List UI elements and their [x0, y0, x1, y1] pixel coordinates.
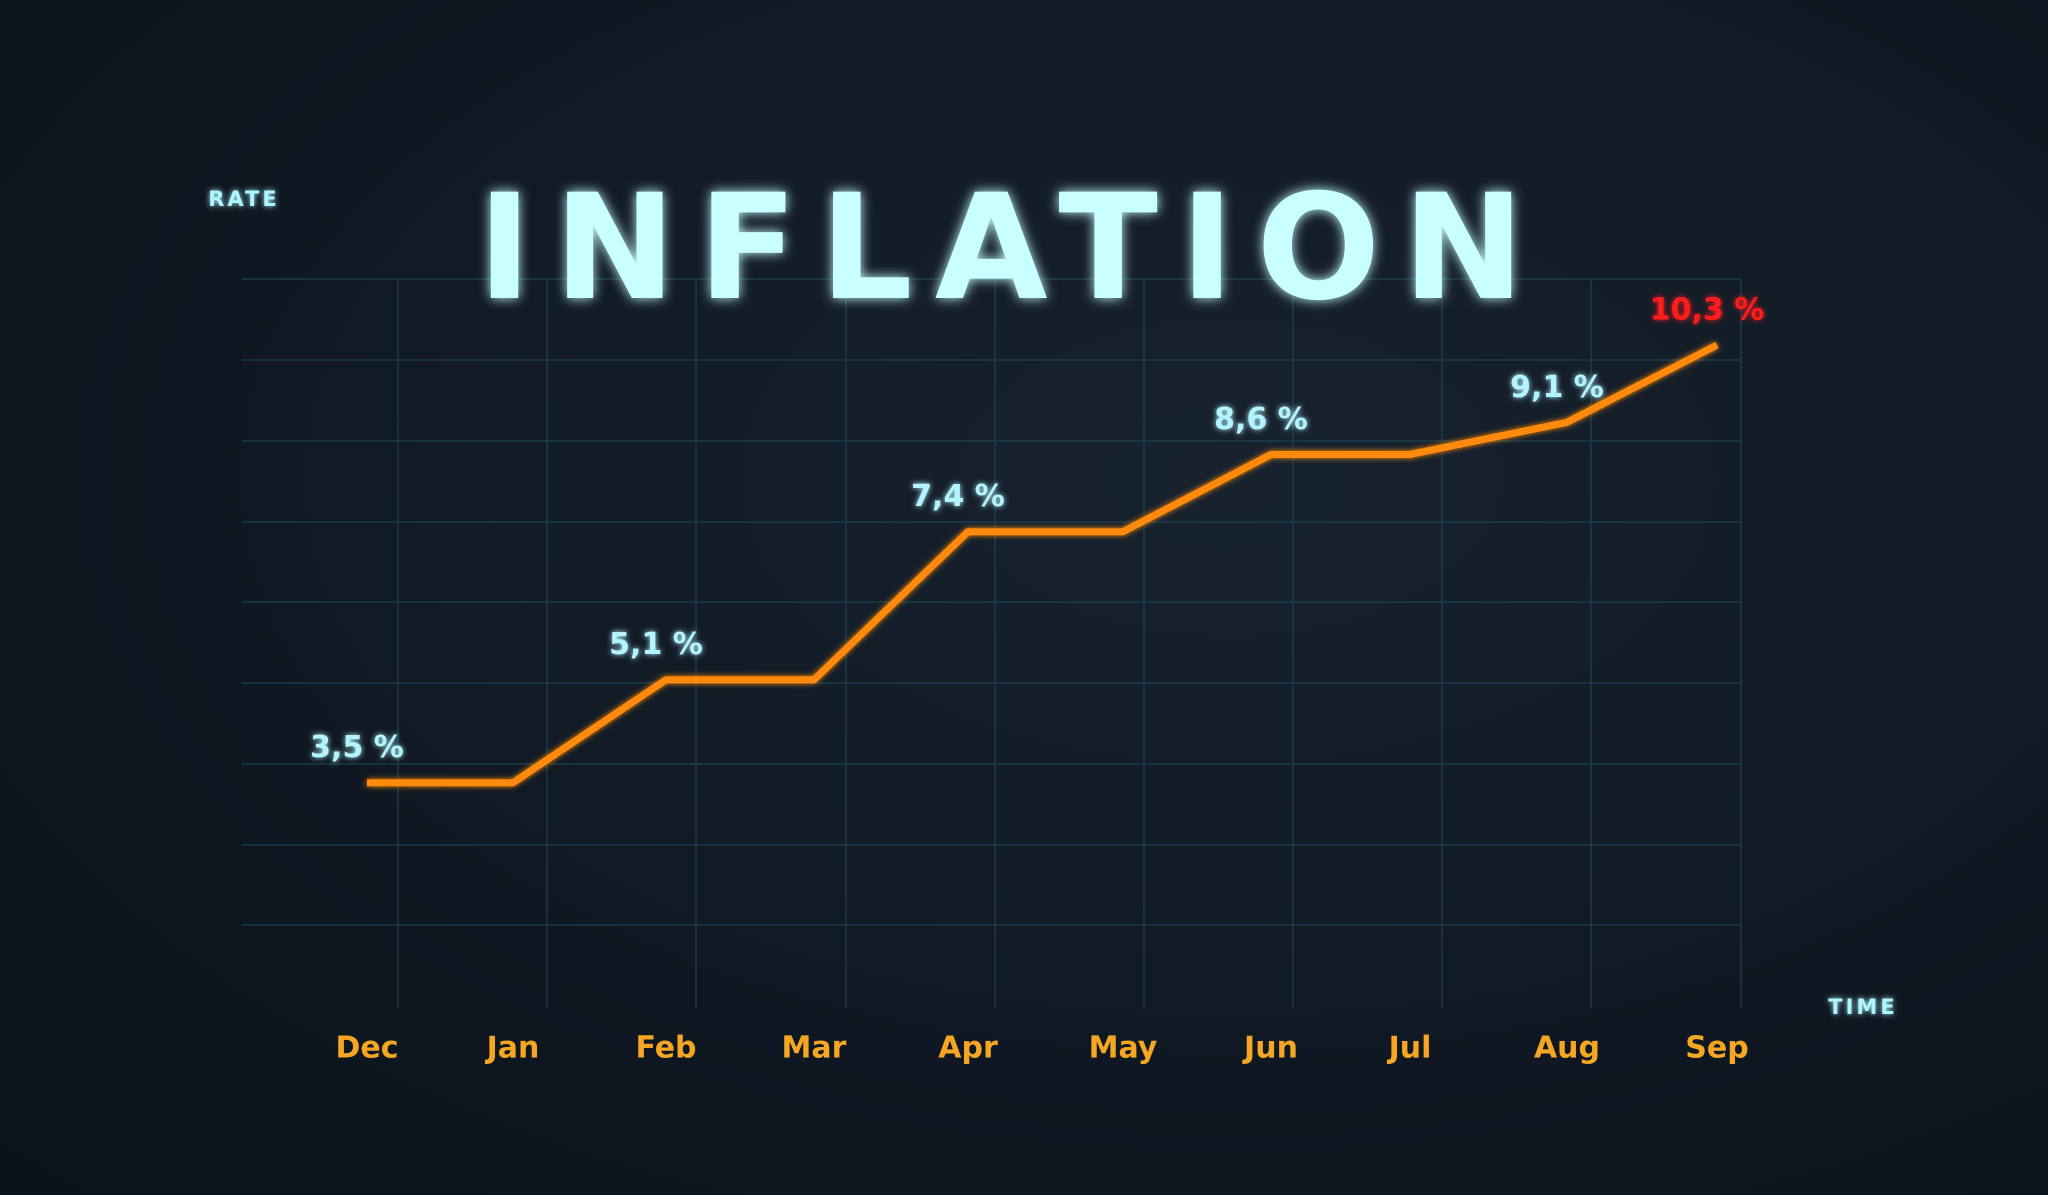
data-label: 7,4 % — [911, 479, 1005, 514]
data-label: 8,6 % — [1214, 402, 1308, 437]
chart-title: INFLATION — [477, 163, 1546, 333]
x-tick-label: Mar — [782, 1031, 847, 1066]
data-label: 5,1 % — [609, 627, 703, 662]
data-label: 3,5 % — [310, 730, 404, 765]
x-tick-label: Jun — [1242, 1031, 1298, 1066]
x-tick-label: Dec — [335, 1031, 398, 1066]
data-label: 10,3 % — [1650, 293, 1765, 328]
data-line — [367, 341, 1719, 787]
x-tick-label: Aug — [1534, 1031, 1600, 1066]
x-tick-label: Feb — [635, 1031, 696, 1066]
data-label: 9,1 % — [1510, 370, 1604, 405]
x-tick-label: Jul — [1387, 1031, 1432, 1066]
x-axis-label: TIME — [1828, 995, 1897, 1019]
x-tick-label: Jan — [485, 1031, 540, 1066]
x-tick-label: Apr — [938, 1031, 998, 1066]
y-axis-label: RATE — [208, 187, 279, 211]
x-tick-label: Sep — [1685, 1031, 1748, 1066]
x-tick-label: May — [1089, 1031, 1158, 1066]
